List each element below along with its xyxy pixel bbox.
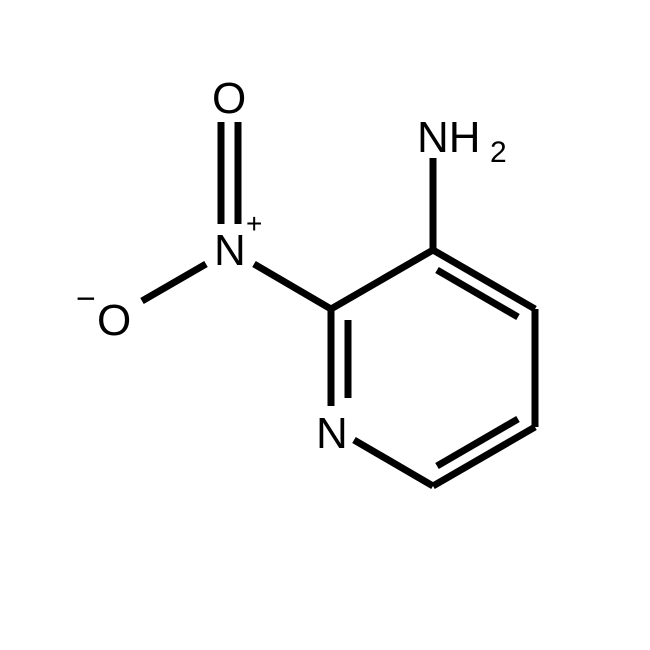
bond-c6-n1 [354,440,433,486]
atom-o-double: O [212,74,246,123]
atom-o-minus: O [97,296,131,345]
atom-n-ring: N [316,409,348,458]
bond-c2-nnitro [254,264,331,309]
bond-n-ominus [142,264,206,301]
bond-c2-c3 [331,250,433,309]
atom-nh2-sub: 2 [490,136,507,169]
charge-n-plus: + [246,208,262,239]
charge-o-minus: − [76,280,96,318]
chemical-structure: N N + O − O NH 2 [0,0,650,650]
atom-nh2-n: NH [417,113,481,162]
atom-n-nitro: N [214,226,246,275]
